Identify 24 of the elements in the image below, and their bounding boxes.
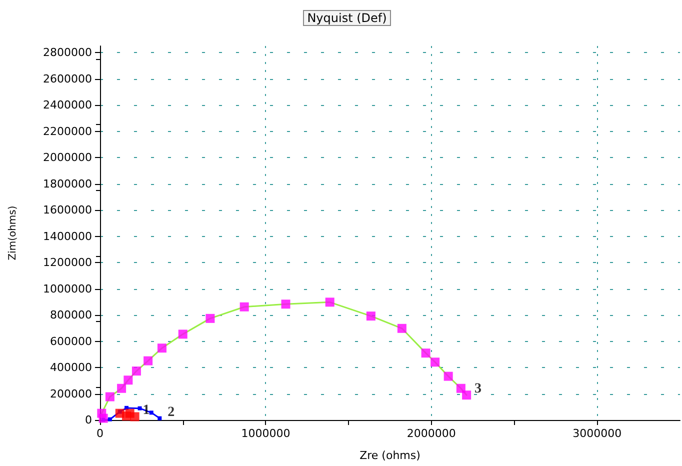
y-tick-label: 0	[85, 414, 92, 426]
annotation: 3	[474, 382, 482, 397]
y-tick-label: 1000000	[43, 282, 92, 296]
y-tick-label: 200000	[50, 387, 92, 400]
y-tick-label: 1400000	[43, 230, 92, 243]
y-tick-label: 2200000	[43, 124, 92, 138]
annotation: 2	[168, 404, 175, 420]
y-tick-label: 400000	[50, 361, 92, 374]
y-axis-title: Zim(ohms)	[8, 206, 18, 260]
x-tick-label: 0	[96, 427, 104, 440]
x-tick-label: 2000000	[406, 427, 456, 440]
y-tick-label: 1600000	[43, 204, 92, 217]
y-tick-label: 1800000	[43, 177, 92, 190]
x-tick-label: 1000000	[241, 427, 290, 440]
y-tick-label: 2600000	[43, 72, 92, 86]
x-axis-title: Zre (ohms)	[360, 449, 420, 462]
y-tick-label: 2400000	[43, 98, 92, 112]
y-tick-label: 1200000	[43, 256, 92, 270]
y-tick-label: 800000	[50, 308, 92, 322]
y-tick-label: 600000	[50, 334, 92, 348]
y-tick-label: 2000000	[43, 151, 92, 164]
y-tick-label: 2800000	[43, 46, 92, 60]
x-tick-label: 3000000	[572, 427, 622, 440]
chart-title: Nyquist (Def)	[307, 11, 387, 25]
